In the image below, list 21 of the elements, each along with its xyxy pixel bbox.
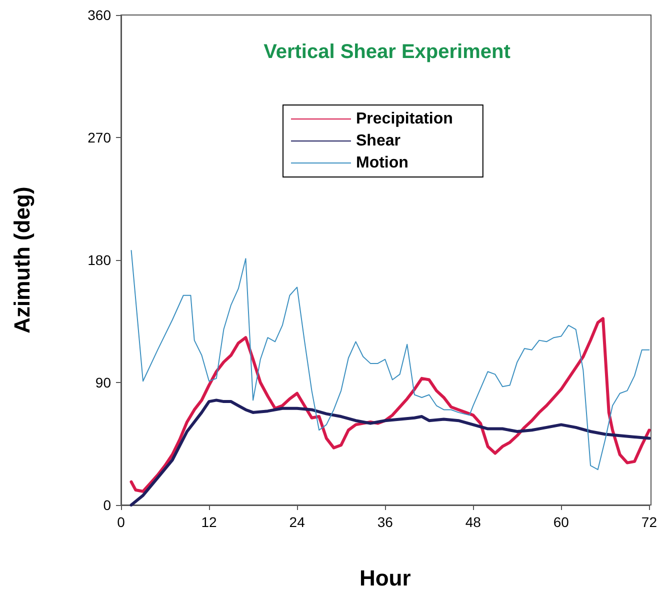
legend-label: Precipitation xyxy=(356,110,453,128)
x-tick-label: 60 xyxy=(553,514,570,530)
x-tick-label: 72 xyxy=(641,514,658,530)
line-series xyxy=(130,317,651,493)
x-axis-title: Hour xyxy=(359,566,412,590)
x-tick-label: 12 xyxy=(201,514,218,530)
x-tick-label: 36 xyxy=(377,514,394,530)
text: Vertical Shear Experiment xyxy=(264,41,511,63)
legend-label: Motion xyxy=(356,154,408,172)
x-tick-label: 24 xyxy=(289,514,306,530)
y-tick-label: 90 xyxy=(95,374,112,390)
x-tick-label: 0 xyxy=(117,514,126,530)
line-series xyxy=(130,250,650,470)
y-tick-label: 360 xyxy=(88,7,112,23)
line-series xyxy=(130,398,651,506)
x-tick-label: 48 xyxy=(465,514,482,530)
y-tick-label: 270 xyxy=(88,130,112,146)
y-axis-title: Azimuth (deg) xyxy=(10,186,34,334)
y-tick-label: 0 xyxy=(103,497,112,513)
legend-label: Shear xyxy=(356,132,400,150)
y-tick-label: 180 xyxy=(88,252,112,268)
